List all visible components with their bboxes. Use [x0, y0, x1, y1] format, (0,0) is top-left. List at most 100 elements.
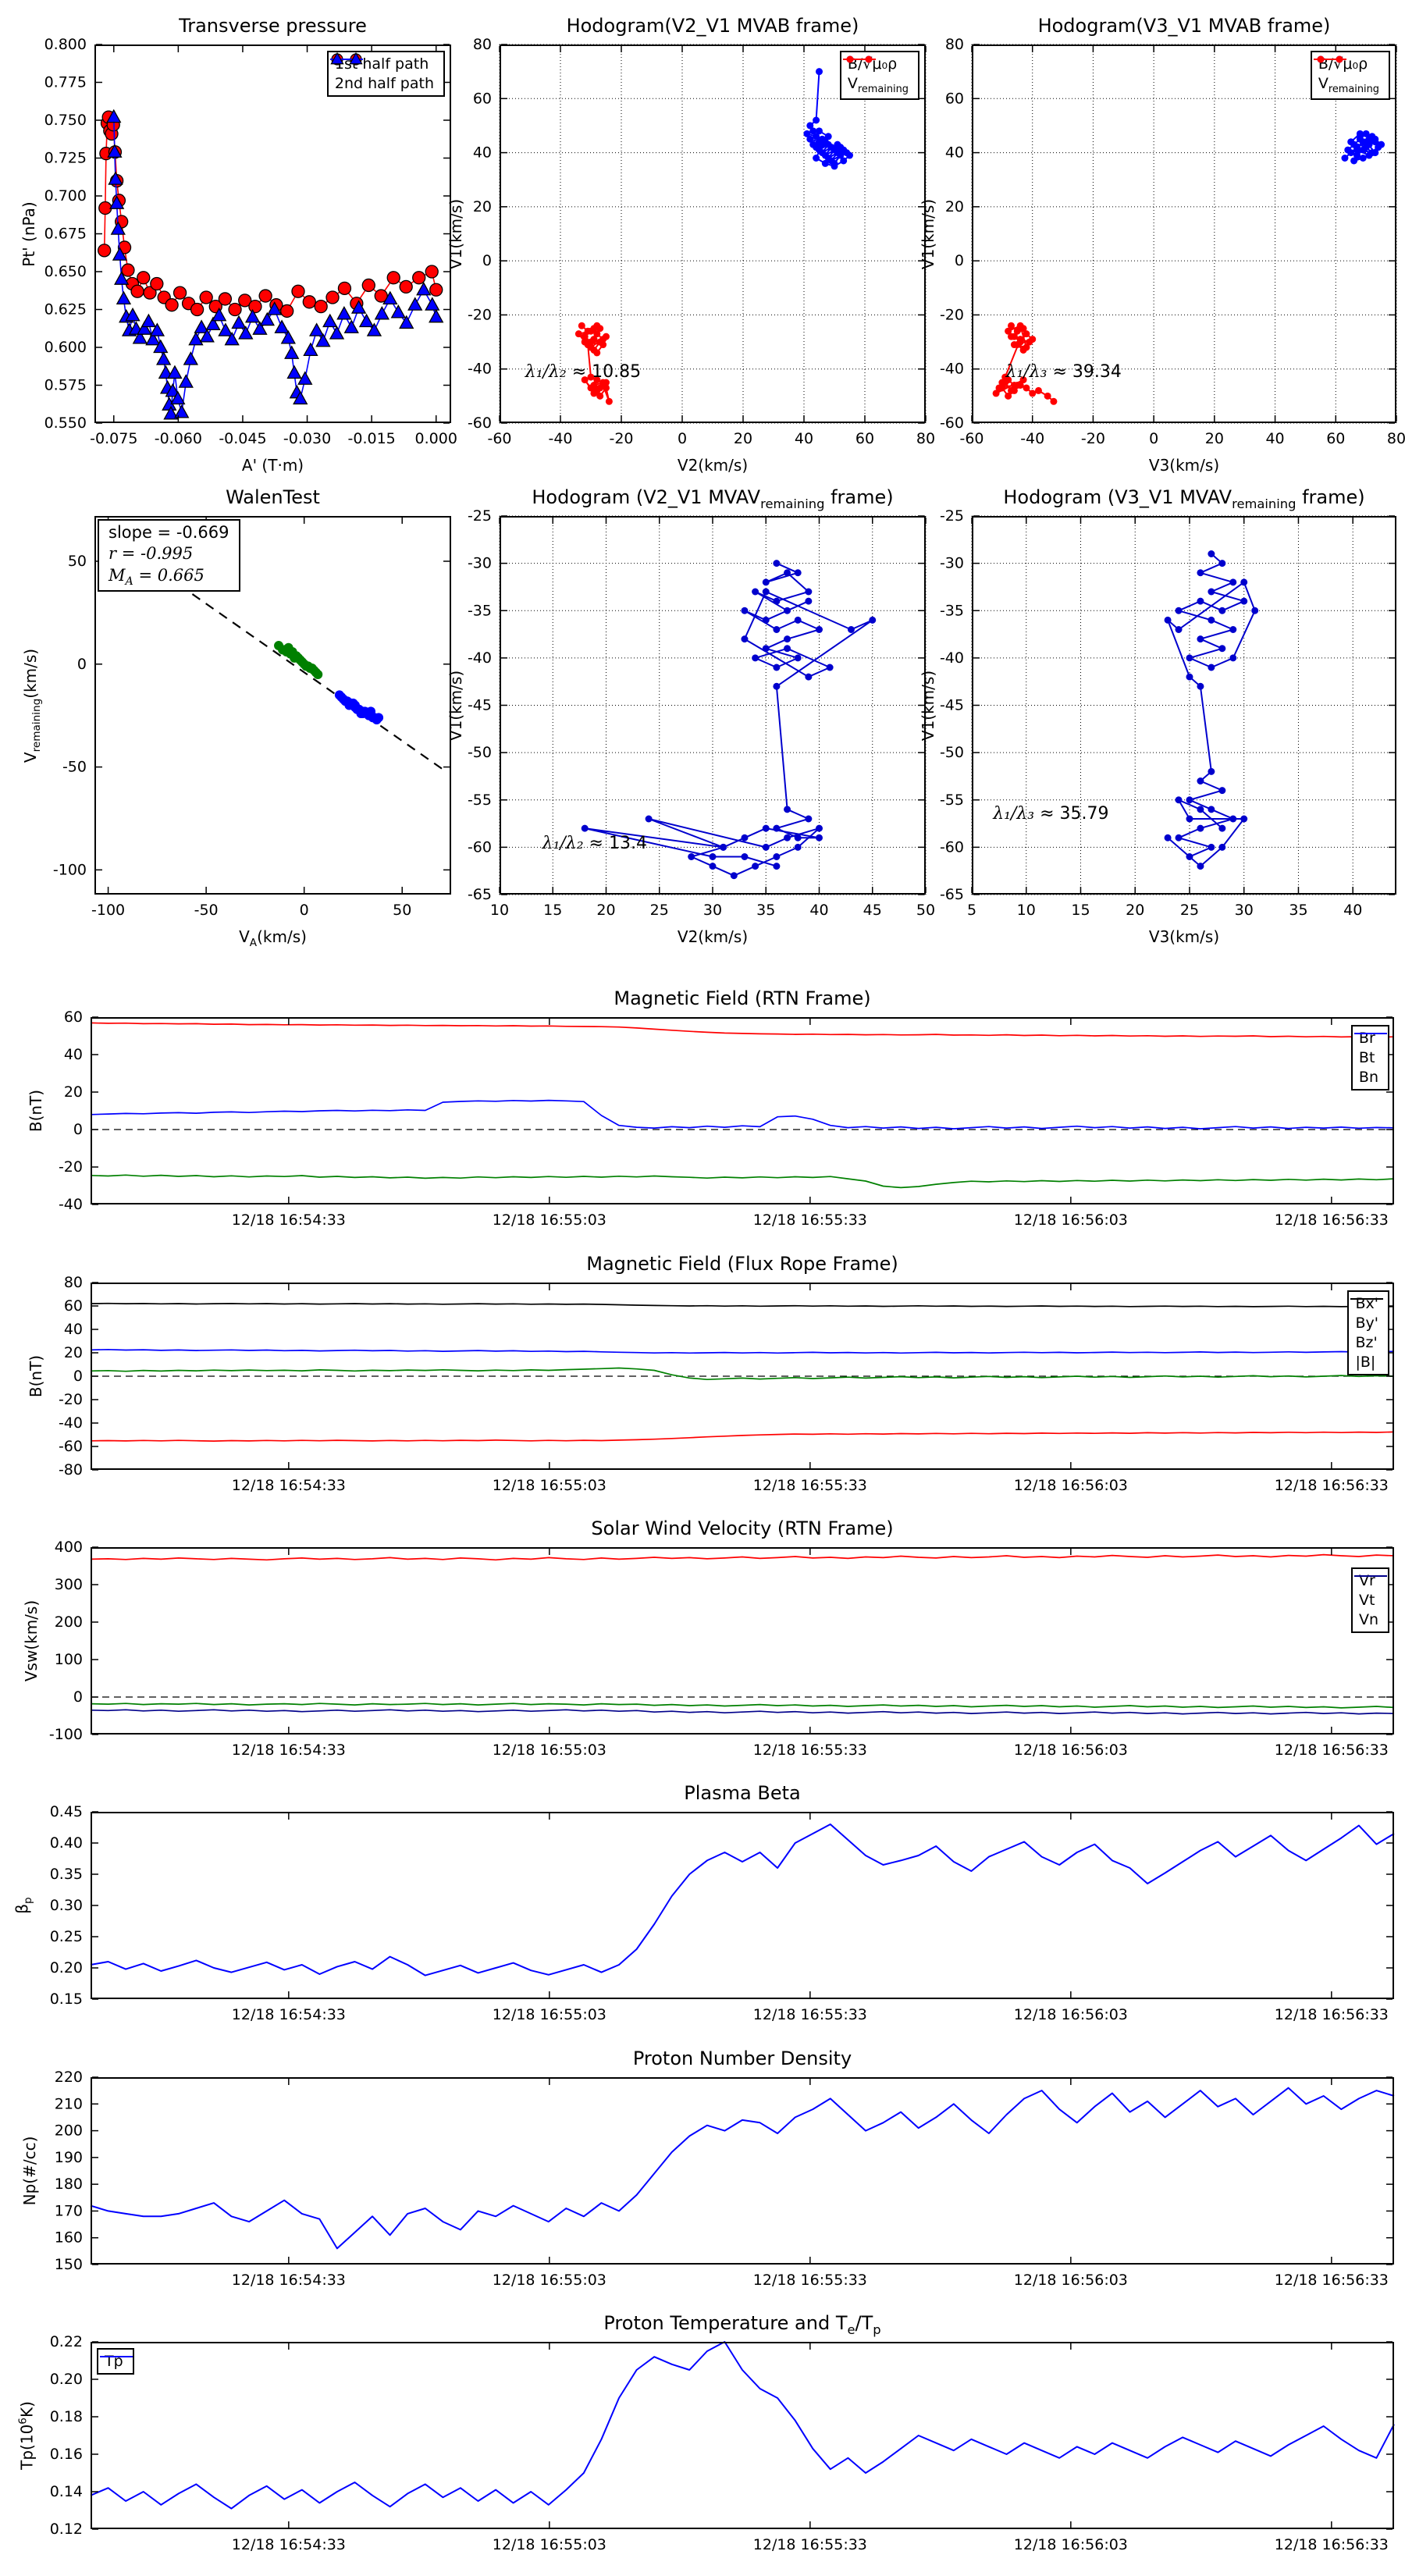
svg-text:-40: -40: [59, 1196, 83, 1213]
svg-text:12/18 16:55:33: 12/18 16:55:33: [753, 2272, 867, 2289]
plot-title: Solar Wind Velocity (RTN Frame): [591, 1517, 894, 1539]
svg-text:40: 40: [64, 1321, 83, 1338]
svg-text:40: 40: [1265, 430, 1284, 447]
svg-text:0.650: 0.650: [44, 263, 87, 280]
svg-text:12/18 16:56:33: 12/18 16:56:33: [1275, 1477, 1389, 1494]
svg-text:0.16: 0.16: [50, 2446, 83, 2463]
svg-text:0.12: 0.12: [50, 2521, 83, 2538]
chart-canvas: 12/18 16:54:33 12/18 16:55:03 12/18 16:55:…: [59, 1009, 1395, 1229]
svg-text:40: 40: [795, 430, 813, 447]
svg-text:-0.060: -0.060: [155, 430, 202, 447]
svg-text:0.22: 0.22: [50, 2333, 83, 2350]
panel-transverse-pressure: -0.075 -0.060 -0.045 -0.030 -0.015 0.000 0.550…: [20, 15, 457, 475]
svg-text:-50: -50: [194, 902, 219, 919]
svg-text:-50: -50: [468, 744, 492, 761]
svg-text:0.20: 0.20: [50, 1959, 83, 1976]
svg-text:-60: -60: [468, 838, 492, 856]
y-axis-label: B(nT): [27, 1089, 45, 1133]
svg-text:12/18 16:56:33: 12/18 16:56:33: [1275, 2006, 1389, 2023]
legend: 1st half path 2nd half path: [326, 51, 445, 97]
legend-item: Bz': [1350, 1298, 1384, 1351]
svg-text:0.40: 0.40: [50, 1834, 83, 1852]
lambda-ratio-annotation: λ₁/λ₃ ≈ 35.79: [993, 803, 1109, 824]
svg-text:35: 35: [756, 902, 775, 919]
svg-text:12/18 16:56:33: 12/18 16:56:33: [1275, 2272, 1389, 2289]
legend-item: 2nd half path: [329, 52, 434, 92]
chart-canvas: -60 -40 -20 0 20 40 60 80 -60 -40 -20 0 20 40 60 80: [940, 36, 1405, 447]
panel-solar-wind-velocity: 12/18 16:54:33 12/18 16:55:03 12/18 16:55:…: [22, 1517, 1395, 1759]
svg-text:12/18 16:55:03: 12/18 16:55:03: [493, 1212, 606, 1229]
legend-label: Vremaining: [1318, 75, 1379, 95]
svg-text:0.25: 0.25: [50, 1928, 83, 1945]
svg-text:-20: -20: [59, 1391, 83, 1408]
svg-text:12/18 16:56:03: 12/18 16:56:03: [1014, 2272, 1128, 2289]
svg-text:60: 60: [945, 90, 964, 107]
svg-text:0: 0: [955, 252, 964, 269]
svg-text:60: 60: [1326, 430, 1345, 447]
y-axis-label: V1(km/s): [919, 198, 937, 269]
svg-text:5: 5: [967, 902, 976, 919]
legend-swatch-icon: [1353, 1575, 1387, 1577]
panel-plasma-beta: 12/18 16:54:33 12/18 16:55:03 12/18 16:55:…: [12, 1782, 1395, 2023]
svg-text:-40: -40: [468, 361, 492, 378]
stats-box: slope = -0.669 r = -0.995 MA = 0.665: [98, 519, 240, 592]
svg-text:0: 0: [77, 656, 87, 673]
svg-text:12/18 16:54:33: 12/18 16:54:33: [232, 1477, 346, 1494]
svg-text:30: 30: [1235, 902, 1254, 919]
legend: Br Bt Bn: [1350, 1025, 1389, 1091]
chart-canvas: 12/18 16:54:33 12/18 16:55:03 12/18 16:55:…: [50, 2333, 1395, 2553]
svg-text:0.45: 0.45: [50, 1803, 83, 1820]
svg-text:20: 20: [596, 902, 615, 919]
legend-label: |B|: [1355, 1354, 1376, 1371]
svg-text:20: 20: [64, 1083, 83, 1101]
svg-text:12/18 16:56:03: 12/18 16:56:03: [1014, 1477, 1128, 1494]
svg-text:200: 200: [55, 1614, 83, 1631]
chart-canvas: 5 10 15 20 25 30 35 40 -65 -60 -55 -50 -45 -40 -35 -30 -…: [940, 507, 1396, 919]
x-axis-label: V3(km/s): [1148, 456, 1220, 475]
svg-text:12/18 16:55:03: 12/18 16:55:03: [493, 2536, 606, 2553]
panel-magnetic-field-rtn: 12/18 16:54:33 12/18 16:55:03 12/18 16:55:…: [27, 987, 1395, 1229]
svg-text:100: 100: [55, 1651, 83, 1668]
svg-text:190: 190: [55, 2149, 83, 2166]
svg-text:12/18 16:55:33: 12/18 16:55:33: [753, 2536, 867, 2553]
svg-text:35: 35: [1289, 902, 1307, 919]
svg-text:60: 60: [855, 430, 874, 447]
chart-canvas: -0.075 -0.060 -0.045 -0.030 -0.015 0.000 0.550…: [44, 36, 457, 447]
svg-text:-20: -20: [940, 306, 964, 323]
svg-text:12/18 16:55:03: 12/18 16:55:03: [493, 1742, 606, 1759]
svg-text:-20: -20: [1081, 430, 1105, 447]
svg-text:40: 40: [1343, 902, 1362, 919]
panel-hodogram-v3v1-mvab: -60 -40 -20 0 20 40 60 80 -60 -40 -20 0 20 40 60 80 Hodo…: [919, 15, 1405, 475]
svg-text:-0.075: -0.075: [90, 430, 137, 447]
svg-text:0.550: 0.550: [44, 415, 87, 432]
plot-title: WalenTest: [226, 486, 320, 508]
stats-line: slope = -0.669: [108, 523, 229, 542]
y-axis-label: Np(#/cc): [20, 2136, 39, 2206]
svg-text:-20: -20: [59, 1158, 83, 1176]
svg-text:80: 80: [916, 430, 935, 447]
svg-text:12/18 16:54:33: 12/18 16:54:33: [232, 2006, 346, 2023]
svg-text:180: 180: [55, 2176, 83, 2193]
svg-text:12/18 16:56:03: 12/18 16:56:03: [1014, 1742, 1128, 1759]
svg-text:0: 0: [1149, 430, 1158, 447]
svg-text:300: 300: [55, 1576, 83, 1593]
svg-text:25: 25: [650, 902, 669, 919]
legend-item: Vremaining: [1313, 55, 1379, 95]
plot-title: Hodogram (V2_V1 MVAVremaining frame): [532, 486, 894, 511]
svg-text:-20: -20: [609, 430, 633, 447]
svg-text:12/18 16:54:33: 12/18 16:54:33: [232, 1742, 346, 1759]
lambda-ratio-annotation: λ₁/λ₂ ≈ 13.4: [542, 834, 647, 854]
legend-label: Vremaining: [847, 75, 909, 95]
svg-text:12/18 16:56:33: 12/18 16:56:33: [1275, 1212, 1389, 1229]
y-axis-label: B(nT): [27, 1354, 45, 1398]
svg-text:-100: -100: [49, 1726, 83, 1743]
svg-text:12/18 16:56:03: 12/18 16:56:03: [1014, 2536, 1128, 2553]
svg-text:0.14: 0.14: [50, 2483, 83, 2500]
svg-text:-25: -25: [940, 507, 964, 525]
svg-text:-65: -65: [468, 886, 492, 903]
svg-text:-60: -60: [959, 430, 984, 447]
svg-text:12/18 16:54:33: 12/18 16:54:33: [232, 2536, 346, 2553]
plot-title: Plasma Beta: [684, 1782, 801, 1804]
panel-proton-temperature: 12/18 16:54:33 12/18 16:55:03 12/18 16:55:…: [17, 2312, 1395, 2553]
svg-text:20: 20: [64, 1344, 83, 1361]
